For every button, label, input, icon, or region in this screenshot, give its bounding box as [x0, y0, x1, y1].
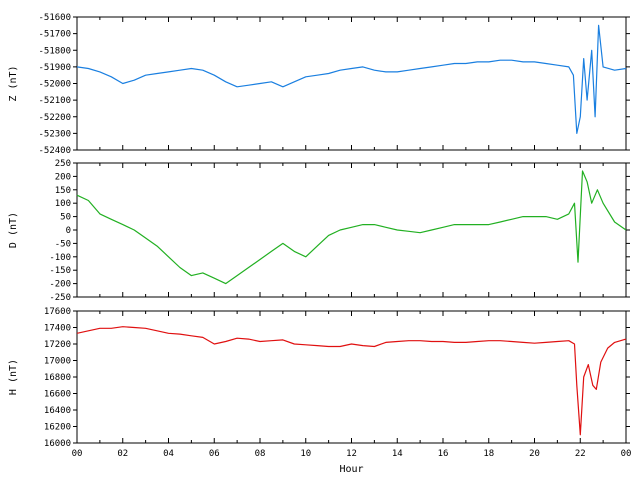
panel-h-ytick-label: 17000: [44, 357, 71, 367]
panel-z-ytick-label: -52400: [38, 146, 71, 156]
x-tick-label: 10: [300, 449, 311, 459]
x-tick-label: 00: [621, 449, 632, 459]
panel-h-ytick-label: 16600: [44, 390, 71, 400]
panel-d-frame: [76, 162, 627, 298]
x-tick-label: 08: [255, 449, 266, 459]
panel-z-ytick-label: -52000: [38, 80, 71, 90]
panel-d-ytick-label: 250: [55, 159, 71, 169]
panel-z-frame: [76, 16, 627, 151]
panel-d-ytick-label: -250: [49, 293, 71, 303]
panel-d-ytick-label: -150: [49, 266, 71, 276]
panel-z-ytick-label: -51900: [38, 63, 71, 73]
panel-d-ytick-label: -200: [49, 280, 71, 290]
x-tick-label: 18: [483, 449, 494, 459]
x-tick-label: 20: [529, 449, 540, 459]
panel-h-ytick-label: 16200: [44, 423, 71, 433]
panel-z-ytick-label: -51700: [38, 30, 71, 40]
panel-d-ytick-label: 50: [60, 213, 71, 223]
panel-h-ytick-label: 17200: [44, 340, 71, 350]
panel-d-ytick-label: 0: [66, 226, 71, 236]
panel-h-ytick-label: 17400: [44, 324, 71, 334]
panel-z-ylabel: Z (nT): [8, 65, 19, 101]
panel-z-series-line: [76, 24, 627, 134]
panel-z-ytick-label: -51800: [38, 46, 71, 56]
panel-h-ylabel: H (nT): [8, 359, 19, 395]
panel-h-ytick-label: 16000: [44, 439, 71, 449]
panel-d-ytick-label: -100: [49, 253, 71, 263]
x-tick-label: 00: [72, 449, 83, 459]
panel-d-ylabel: D (nT): [8, 212, 19, 248]
x-tick-label: 02: [117, 449, 128, 459]
x-tick-label: 16: [438, 449, 449, 459]
x-tick-label: 12: [346, 449, 357, 459]
panel-z-ytick-label: -52200: [38, 113, 71, 123]
panel-z-ytick-label: -52100: [38, 96, 71, 106]
x-axis-label: Hour: [339, 464, 363, 475]
panel-d-ytick-label: -50: [55, 239, 71, 249]
x-tick-label: 14: [392, 449, 403, 459]
x-tick-label: 04: [163, 449, 174, 459]
panel-d-ytick-label: 100: [55, 199, 71, 209]
panel-d-ytick-label: 200: [55, 172, 71, 182]
panel-h-series-line: [76, 326, 627, 436]
panel-h-ytick-label: 16800: [44, 373, 71, 383]
panel-h-ytick-label: 16400: [44, 406, 71, 416]
panel-d-ytick-label: 150: [55, 186, 71, 196]
x-tick-label: 22: [575, 449, 586, 459]
panel-z-ytick-label: -52300: [38, 129, 71, 139]
panel-h-ytick-label: 17600: [44, 307, 71, 317]
panel-z-ytick-label: -51600: [38, 13, 71, 23]
panel-d-series-line: [76, 170, 627, 285]
x-tick-label: 06: [209, 449, 220, 459]
